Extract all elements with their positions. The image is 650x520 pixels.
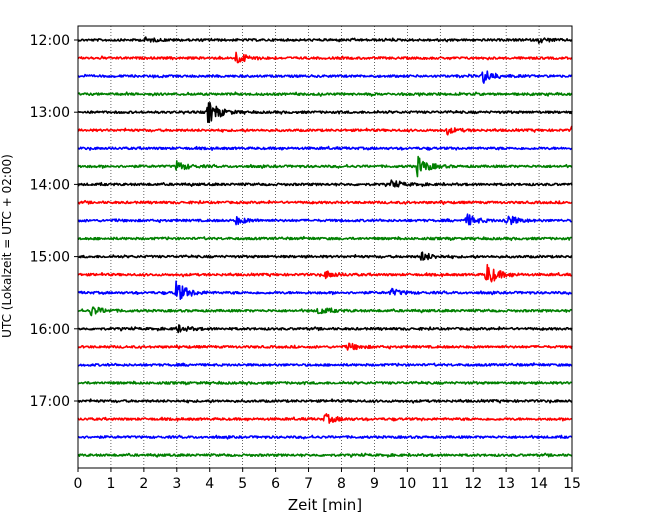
x-tick-label: 5 xyxy=(238,476,247,492)
trace-1745 xyxy=(77,452,573,458)
trace-1200 xyxy=(77,36,573,44)
x-tick-label: 13 xyxy=(497,476,515,492)
trace-1415 xyxy=(77,199,573,206)
trace-1530 xyxy=(77,280,573,301)
trace-1345 xyxy=(77,155,573,178)
y-tick-label: 14:00 xyxy=(30,177,70,193)
x-axis-label: Zeit [min] xyxy=(288,496,362,514)
x-tick-label: 14 xyxy=(530,476,548,492)
trace-1330 xyxy=(77,145,573,151)
trace-1730 xyxy=(77,434,573,440)
x-tick-label: 6 xyxy=(271,476,280,492)
x-tick-label: 12 xyxy=(464,476,482,492)
trace-1445 xyxy=(77,235,573,242)
plot-border xyxy=(77,25,573,469)
y-axis-ticks: 12:00 13:00 14:00 15:00 16:00 17:00 xyxy=(30,33,78,410)
x-tick-label: 1 xyxy=(106,476,115,492)
y-tick-label: 12:00 xyxy=(30,33,70,49)
x-tick-label: 9 xyxy=(370,476,379,492)
x-tick-label: 3 xyxy=(172,476,181,492)
y-tick-label: 13:00 xyxy=(30,105,70,121)
trace-1245 xyxy=(77,91,573,97)
x-tick-label: 0 xyxy=(74,476,83,492)
x-tick-label: 10 xyxy=(398,476,416,492)
trace-1515 xyxy=(77,263,573,283)
trace-1300 xyxy=(77,101,573,124)
trace-1700 xyxy=(77,398,573,404)
trace-1615 xyxy=(77,342,573,351)
trace-1645 xyxy=(77,380,573,386)
x-tick-label: 8 xyxy=(337,476,346,492)
y-axis-label: UTC (Lokalzeit = UTC + 02:00) xyxy=(0,154,14,338)
trace-1600 xyxy=(77,324,573,334)
trace-1545 xyxy=(77,306,573,317)
x-axis-ticks: 0 1 2 3 4 5 6 7 8 9 10 11 12 13 14 15 xyxy=(74,468,581,492)
y-tick-label: 16:00 xyxy=(30,322,70,338)
trace-1400 xyxy=(77,179,573,188)
trace-1500 xyxy=(77,251,573,261)
trace-1430 xyxy=(77,213,573,226)
x-tick-label: 15 xyxy=(563,476,581,492)
y-tick-label: 17:00 xyxy=(30,394,70,410)
trace-1215 xyxy=(77,51,573,64)
seismic-traces xyxy=(77,36,573,458)
trace-1230 xyxy=(77,70,573,84)
trace-1315 xyxy=(77,125,573,136)
x-tick-label: 11 xyxy=(431,476,449,492)
x-tick-label: 7 xyxy=(304,476,313,492)
trace-1715 xyxy=(77,413,573,424)
trace-1630 xyxy=(77,362,573,367)
x-tick-label: 2 xyxy=(139,476,148,492)
y-tick-label: 15:00 xyxy=(30,250,70,266)
plot-frame xyxy=(77,25,573,469)
x-tick-label: 4 xyxy=(205,476,214,492)
